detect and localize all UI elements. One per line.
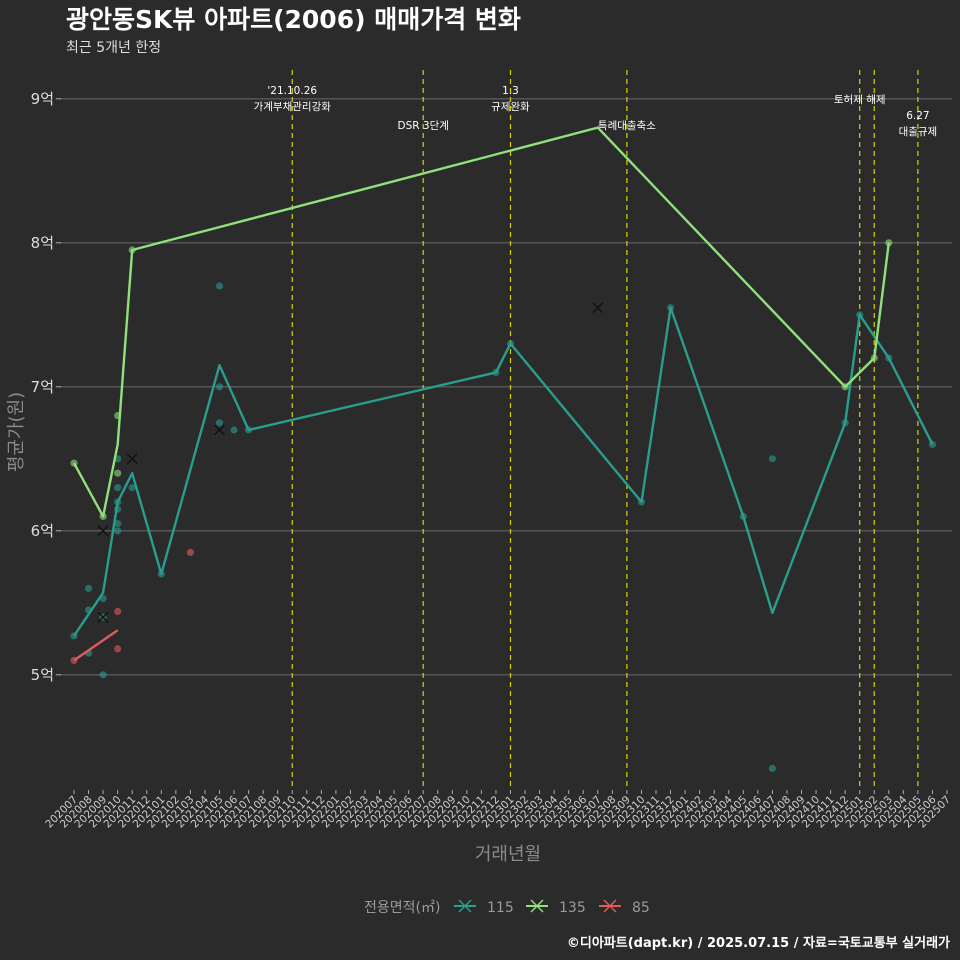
y-axis-ticks: 5억 6억 7억 8억 9억 [31,90,61,684]
series [70,126,937,773]
series-line [73,629,119,662]
legend-label: 85 [632,900,650,916]
y-tick-label: 6억 [31,522,54,540]
data-point [128,484,136,492]
legend: 전용면적(㎡) 115 135 85 [364,899,650,916]
series-85 [70,548,194,665]
data-point [84,584,93,593]
x-axis-title: 거래년월 [475,844,541,865]
y-axis-title: 평균가(원) [6,392,27,472]
y-tick-label: 8억 [31,234,54,252]
data-point [215,419,224,427]
cancelled-marker [214,424,225,436]
data-point [114,527,122,535]
data-point [114,469,122,477]
cancelled-marker [97,611,109,623]
series-115 [70,282,937,773]
annotation-label: 대출규제 [899,126,938,138]
y-tick-label: 7억 [31,378,54,396]
y-tick-label: 5억 [31,666,54,684]
annotation-label: '21.10.26 [267,85,317,97]
data-point [768,764,777,773]
cancelled-marker [126,453,138,465]
data-point [215,282,224,290]
annotation-label: 1.3 [502,85,519,97]
data-point [186,548,194,557]
annotation-label: 특례대출축소 [598,120,656,132]
legend-key-x [458,899,472,913]
legend-title: 전용면적(㎡) [364,900,440,916]
cancelled-marker [97,525,109,537]
annotation-label: 토허제 해제 [834,93,886,106]
policy-lines [291,70,919,790]
series-line [72,126,890,518]
data-point [114,607,122,616]
y-tick-label: 9억 [31,90,54,108]
series-line [73,306,934,637]
data-point [768,455,777,463]
legend-key-x [530,899,544,913]
legend-label: 115 [487,900,514,916]
chart-subtitle: 최근 5개년 한정 [66,40,161,56]
data-point [114,645,122,653]
data-point [99,671,107,679]
data-point [114,484,122,492]
data-point [230,426,238,434]
annotation-label: 규제완화 [491,100,530,113]
annotation-label: 6.27 [906,110,929,122]
annotation-label: DSR 3단계 [398,120,449,132]
chart-title: 광안동SK뷰 아파트(2006) 매매가격 변화 [66,5,521,34]
data-point [114,520,122,528]
data-point [215,383,224,391]
x-axis-ticks: 2020072020082020092020102020112020122021… [43,790,953,830]
chart-caption: ©디아파트(dapt.kr) / 2025.07.15 / 자료=국토교통부 실… [567,935,950,951]
series-135 [70,126,893,521]
legend-key-x [603,899,617,913]
grid [60,98,952,676]
data-point [885,239,893,247]
annotation-label: 가계부채관리강화 [254,101,332,113]
cancelled-marker [592,302,604,314]
legend-label: 135 [559,900,586,916]
